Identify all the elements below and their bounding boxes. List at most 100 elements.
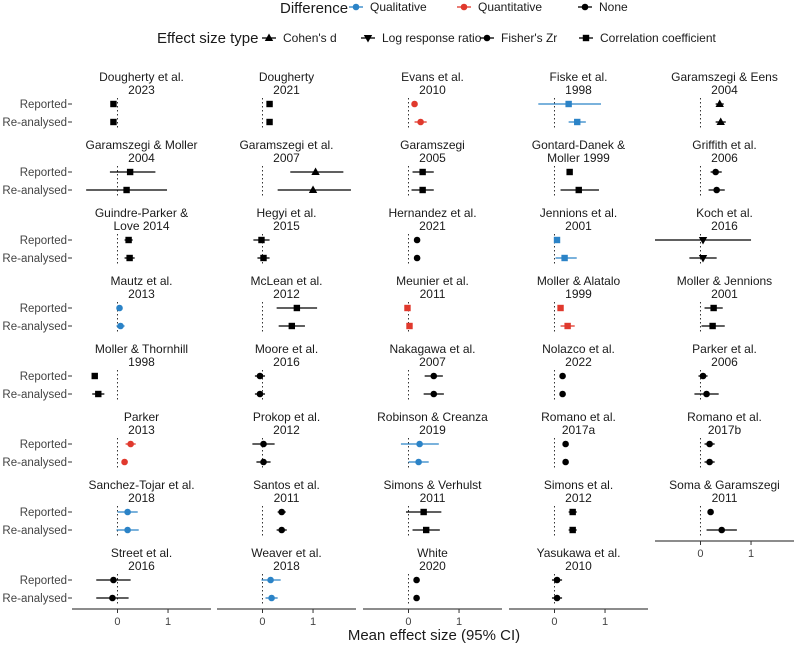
panel-title: Garamszegi & Eens [671, 70, 778, 84]
reanalysed-point [406, 322, 413, 330]
legend-shape-item: Log response ratio [361, 31, 482, 45]
x-tick-label: 1 [748, 548, 754, 560]
y-label-reported: Reported [20, 507, 67, 519]
panel-title: Soma & Garamszegi [669, 478, 780, 492]
panel-subtitle: 2012 [273, 423, 300, 437]
panel-subtitle: 2006 [711, 151, 738, 165]
forest-panel: Parker et al.2006 [692, 342, 757, 400]
reanalysed-point [95, 390, 102, 398]
panel-title: White [417, 546, 448, 560]
reported-point [256, 372, 264, 380]
legend-label: Qualitative [370, 0, 427, 14]
reanalysed-point [260, 458, 267, 466]
panel-subtitle: 2007 [273, 151, 300, 165]
forest-panel: Weaver et al.2018 0 1 [217, 546, 356, 628]
reanalysed-point [117, 322, 124, 330]
panels: Dougherty et al.2023ReportedRe-analysedD… [2, 70, 794, 628]
reported-point [404, 304, 411, 312]
panel-subtitle: 2004 [711, 83, 738, 97]
reanalysed-point [110, 118, 117, 126]
reported-point [566, 168, 573, 176]
x-tick-label: 0 [697, 548, 703, 560]
panel-subtitle: 2017a [562, 423, 596, 437]
panel-subtitle: 2016 [711, 219, 738, 233]
x-tick-label: 0 [114, 616, 120, 628]
forest-panel: Moore et al.2016 [255, 342, 318, 400]
reanalysed-point [430, 390, 438, 398]
reported-point [278, 508, 285, 516]
forest-panel: Evans et al.2010 [401, 70, 464, 128]
panel-subtitle: 2006 [711, 355, 738, 369]
legend-key-point [581, 3, 589, 11]
panel-subtitle: 2018 [128, 491, 155, 505]
reanalysed-point [260, 254, 267, 262]
panel-subtitle: 2013 [128, 423, 155, 437]
y-label-reanalysed: Re-analysed [2, 185, 67, 197]
y-label-reanalysed: Re-analysed [2, 525, 67, 537]
reported-point [266, 100, 273, 108]
panel-title: Dougherty et al. [99, 70, 184, 84]
reported-point [712, 168, 719, 176]
forest-panel: Romano et al.2017b [687, 410, 762, 468]
reported-point [553, 236, 561, 244]
panel-subtitle: 2001 [565, 219, 592, 233]
y-label-reanalysed: Re-analysed [2, 593, 67, 605]
forest-panel: Hegyi et al.2015 [253, 206, 317, 264]
y-label-reported: Reported [20, 575, 67, 587]
reanalysed-point [716, 117, 725, 125]
reported-point [116, 304, 123, 312]
x-tick-label: 0 [405, 616, 411, 628]
panel-title: Garamszegi & Moller [85, 138, 197, 152]
reported-point [125, 236, 132, 244]
y-label-reported: Reported [20, 371, 67, 383]
forest-panel: Simons et al.2012 [544, 478, 613, 536]
panel-subtitle: 2011 [274, 491, 300, 505]
forest-panel: Mautz et al.2013 Reported Re-analysed [2, 274, 172, 333]
panel-title: Moller & Alatalo [537, 274, 621, 288]
forest-panel: Sanchez-Tojar et al.2018 Reported Re-analy… [2, 478, 194, 537]
reanalysed-point [268, 594, 275, 602]
legend-label: Quantitative [478, 0, 542, 14]
reanalysed-point [266, 118, 273, 126]
panel-title: Yasukawa et al. [537, 546, 621, 560]
reanalysed-point [413, 254, 421, 262]
panel-title: Mautz et al. [110, 274, 172, 288]
legend-key-triangle-up [264, 33, 274, 41]
reported-point [559, 372, 566, 380]
reanalysed-point [574, 118, 581, 126]
forest-panel: Gontard-Danek &Moller 1999 [532, 138, 625, 196]
panel-title: Hegyi et al. [256, 206, 316, 220]
forest-panel: Nakagawa et al.2007 [389, 342, 476, 400]
panel-subtitle: Moller 1999 [547, 151, 610, 165]
panel-title: Moller & Thornhill [95, 342, 188, 356]
forest-panel: Fiske et al.1998 [538, 70, 608, 128]
legend-shape-title: Effect size type [157, 30, 258, 47]
forest-panel: Yasukawa et al.2010 0 1 [509, 546, 648, 628]
reported-point [430, 372, 438, 380]
forest-panel: McLean et al.2012 [250, 274, 323, 332]
panel-title: Dougherty [259, 70, 314, 84]
panel-title: Garamszegi [400, 138, 465, 152]
panel-title: Meunier et al. [396, 274, 469, 288]
legend-shape-item: Correlation coefficient [579, 31, 717, 45]
reanalysed-point [713, 186, 720, 194]
panel-subtitle: 2021 [419, 219, 446, 233]
x-tick-label: 0 [259, 616, 265, 628]
legend-key-square [582, 34, 590, 42]
reanalysed-point [422, 526, 430, 534]
forest-panel: Nolazco et al.2022 [542, 342, 615, 400]
panel-subtitle: 1998 [565, 83, 592, 97]
panel-title: Gontard-Danek & [532, 138, 625, 152]
reanalysed-point [126, 254, 133, 262]
legend-key-triangle-down [363, 35, 373, 43]
reanalysed-point [703, 390, 710, 398]
panel-title: Moller & Jennions [677, 274, 772, 288]
panel-subtitle: 2007 [419, 355, 446, 369]
y-label-reanalysed: Re-analysed [2, 457, 67, 469]
panel-subtitle: 2011 [712, 491, 738, 505]
panel-title: Fiske et al. [549, 70, 607, 84]
